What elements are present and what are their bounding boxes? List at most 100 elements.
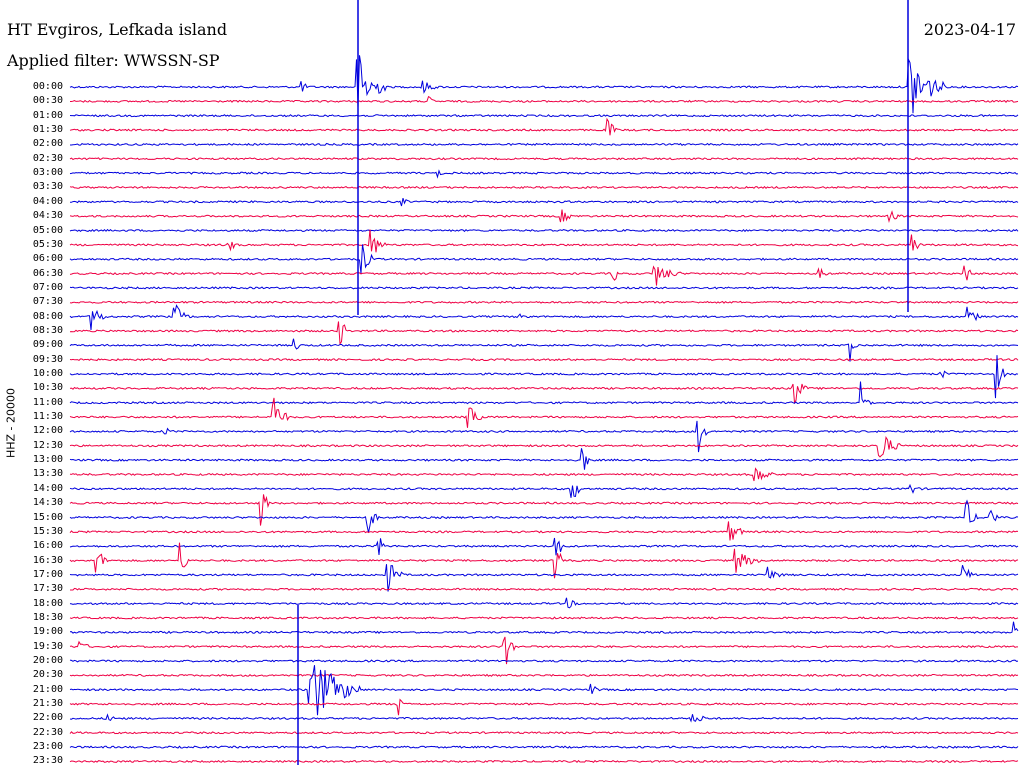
trace-line bbox=[69, 229, 1019, 253]
date-label: 2023-04-17 bbox=[923, 20, 1016, 39]
time-label: 11:30 bbox=[32, 411, 63, 423]
trace-line bbox=[69, 185, 1019, 190]
time-label: 01:30 bbox=[32, 124, 63, 136]
trace-line bbox=[70, 142, 1019, 147]
time-label: 13:30 bbox=[32, 468, 63, 480]
trace-line bbox=[69, 209, 1019, 223]
trace-line bbox=[69, 435, 1019, 458]
trace-line bbox=[69, 483, 1019, 498]
time-label: 17:00 bbox=[32, 568, 63, 580]
trace-line bbox=[69, 420, 1019, 453]
time-label: 09:30 bbox=[32, 353, 63, 365]
trace-line bbox=[69, 381, 1019, 406]
time-label: 03:30 bbox=[32, 181, 63, 193]
time-label: 10:30 bbox=[32, 382, 63, 394]
time-label: 01:00 bbox=[32, 109, 63, 121]
time-label: 22:00 bbox=[32, 712, 63, 724]
trace-line bbox=[69, 731, 1019, 735]
time-label: 10:00 bbox=[32, 368, 63, 379]
trace-line bbox=[69, 467, 1019, 482]
time-label: 13:00 bbox=[32, 454, 63, 466]
filter-label: Applied filter: WWSSN-SP bbox=[7, 51, 220, 70]
trace-line bbox=[69, 494, 1019, 526]
trace-line bbox=[69, 659, 1019, 663]
time-label: 15:00 bbox=[32, 511, 63, 523]
trace-line bbox=[69, 304, 1019, 330]
time-label: 11:00 bbox=[32, 396, 63, 408]
time-label: 22:30 bbox=[32, 726, 63, 738]
trace-line bbox=[69, 564, 1019, 592]
time-label: 00:30 bbox=[32, 95, 63, 107]
trace-line bbox=[69, 636, 1018, 665]
time-label: 19:00 bbox=[32, 626, 63, 638]
trace-line bbox=[69, 197, 1019, 207]
time-label: 16:00 bbox=[32, 540, 63, 552]
trace-line bbox=[69, 117, 1019, 136]
time-label: 17:30 bbox=[32, 583, 63, 595]
time-label: 18:00 bbox=[32, 597, 63, 609]
trace-line bbox=[69, 157, 1019, 161]
trace-line bbox=[69, 286, 1019, 290]
trace-line bbox=[69, 713, 1019, 723]
time-label: 23:30 bbox=[32, 755, 63, 767]
time-label: 14:30 bbox=[32, 497, 63, 509]
time-label: 18:30 bbox=[32, 611, 63, 623]
trace-line bbox=[69, 745, 1019, 749]
trace-line bbox=[69, 338, 1019, 362]
trace-line bbox=[70, 587, 1019, 591]
time-label: 00:00 bbox=[32, 81, 63, 92]
trace-line bbox=[69, 673, 1019, 677]
trace-line bbox=[69, 616, 1019, 620]
trace-line bbox=[70, 95, 1019, 103]
time-label: 20:00 bbox=[32, 655, 63, 666]
trace-line bbox=[69, 244, 1019, 274]
time-label: 02:30 bbox=[32, 152, 63, 164]
time-label: 04:30 bbox=[32, 210, 63, 222]
time-label: 05:00 bbox=[32, 224, 63, 236]
time-label: 19:30 bbox=[32, 640, 63, 652]
time-label: 06:00 bbox=[32, 253, 63, 265]
trace-line bbox=[69, 597, 1019, 609]
time-label: 08:30 bbox=[32, 324, 63, 336]
trace-line bbox=[69, 448, 1019, 470]
time-label: 21:30 bbox=[32, 698, 63, 710]
time-label: 07:30 bbox=[32, 296, 63, 308]
trace-line bbox=[69, 358, 1019, 362]
trace-line bbox=[69, 621, 1019, 634]
trace-line bbox=[69, 397, 1019, 428]
time-label: 06:30 bbox=[32, 267, 63, 279]
trace-line bbox=[69, 355, 1019, 399]
time-label: 07:00 bbox=[32, 281, 63, 293]
trace-line bbox=[69, 265, 1019, 286]
time-label: 05:30 bbox=[32, 238, 63, 250]
time-label: 08:00 bbox=[32, 310, 63, 322]
trace-line bbox=[69, 499, 1019, 533]
time-label: 21:00 bbox=[32, 683, 63, 695]
station-title: HT Evgiros, Lefkada island bbox=[7, 20, 228, 39]
trace-line bbox=[69, 521, 1019, 541]
time-label: 04:00 bbox=[32, 195, 63, 207]
time-label: 09:00 bbox=[32, 339, 63, 351]
trace-line bbox=[69, 537, 1019, 556]
time-label: 23:00 bbox=[32, 741, 63, 753]
trace-line bbox=[69, 698, 1019, 716]
trace-line bbox=[69, 665, 1019, 716]
trace-line bbox=[69, 55, 1019, 114]
trace-line bbox=[69, 759, 1019, 764]
trace-line bbox=[69, 321, 1019, 346]
time-label: 20:30 bbox=[32, 669, 63, 681]
trace-line bbox=[69, 300, 1019, 304]
trace-line bbox=[69, 169, 1019, 179]
time-label: 12:00 bbox=[32, 425, 63, 437]
time-label: 02:00 bbox=[32, 138, 63, 150]
trace-line bbox=[69, 114, 1019, 118]
trace-line bbox=[69, 228, 1019, 233]
trace-line bbox=[69, 542, 1019, 579]
time-label: 15:30 bbox=[32, 525, 63, 537]
time-label: 12:30 bbox=[32, 439, 63, 451]
time-label: 03:00 bbox=[32, 167, 63, 179]
time-label: 16:30 bbox=[32, 554, 63, 566]
time-label: 14:00 bbox=[32, 482, 63, 494]
trace-line bbox=[69, 383, 1019, 405]
